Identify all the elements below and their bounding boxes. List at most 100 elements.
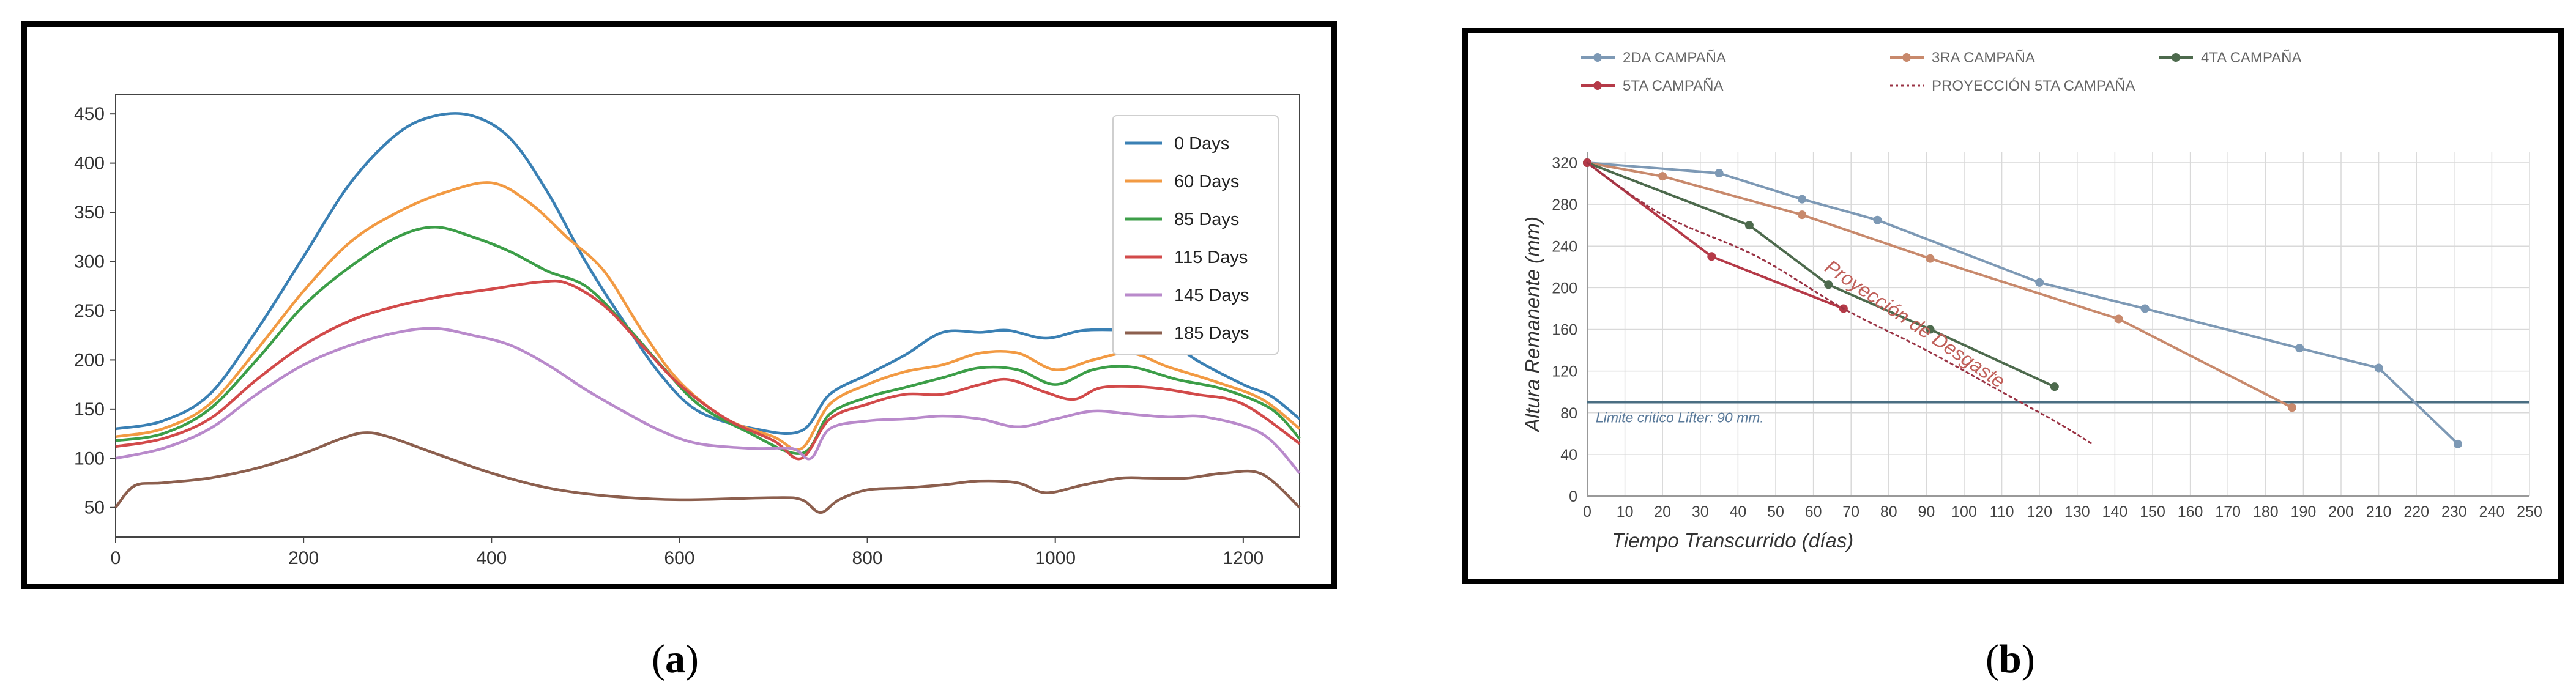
chart-b-y-tick-label: 160 [1552, 322, 1577, 339]
chart-b-legend-label: 4TA CAMPAÑA [2201, 50, 2301, 66]
chart-b-data-point [2374, 363, 2383, 373]
chart-a-plot-frame [115, 94, 1300, 538]
chart-b-data-point [2140, 304, 2150, 313]
chart-a-y-tick-label: 150 [74, 399, 105, 420]
chart-b-x-tick-label: 10 [1617, 503, 1634, 521]
chart-b-legend-label: PROYECCIÓN 5TA CAMPAÑA [1932, 78, 2135, 94]
chart-b-x-tick-label: 120 [2027, 503, 2052, 521]
chart-b-data-point [2035, 278, 2044, 287]
chart-a-y-tick-label: 450 [74, 104, 105, 124]
chart-b-x-tick-label: 140 [2102, 503, 2128, 521]
chart-b-x-tick-label: 230 [2441, 503, 2467, 521]
chart-b-y-tick-label: 40 [1560, 447, 1577, 464]
chart-b-x-tick-label: 80 [1880, 503, 1897, 521]
chart-b-y-tick-label: 200 [1552, 280, 1577, 297]
chart-a-legend-label: 185 Days [1174, 324, 1249, 343]
chart-b-x-tick-label: 180 [2253, 503, 2279, 521]
chart-a-y-tick-label: 200 [74, 350, 105, 370]
chart-b-legend-label: 3RA CAMPAÑA [1932, 50, 2035, 66]
chart-a-x-tick-label: 200 [288, 548, 319, 568]
chart-b-x-tick-label: 20 [1654, 503, 1671, 521]
chart-b-x-tick-label: 150 [2140, 503, 2165, 521]
chart-b-x-tick-label: 100 [1951, 503, 1977, 521]
chart-b-legend-label: 5TA CAMPAÑA [1623, 78, 1723, 94]
chart-b-x-tick-label: 190 [2291, 503, 2317, 521]
chart-b-x-tick-label: 160 [2178, 503, 2203, 521]
chart-b-data-point [1798, 210, 1807, 220]
chart-b-panel: 0 10 20 30 40 50 60 70 80 90 100 110 120 130 140 150 160… [1462, 28, 2564, 584]
chart-b-data-point [1658, 172, 1667, 181]
chart-b-data-point [1744, 221, 1754, 230]
chart-b-x-tick-label: 60 [1805, 503, 1822, 521]
chart-a-legend-label: 60 Days [1174, 172, 1239, 191]
chart-b-x-tick-label: 110 [1990, 503, 2014, 521]
chart-a-x-tick-label: 0 [111, 548, 121, 568]
chart-b-legend-marker [1593, 81, 1602, 90]
chart-a-y-tick-label: 350 [74, 202, 105, 223]
chart-a-y-tick-label: 300 [74, 252, 105, 272]
chart-b-data-point [2453, 439, 2462, 448]
chart-a-legend-label: 145 Days [1174, 286, 1249, 305]
caption-a: (a) [652, 637, 699, 681]
chart-a-series-line-4 [115, 327, 1301, 474]
chart-a-x-tick-label: 400 [476, 548, 507, 568]
chart-b-y-tick-label: 240 [1552, 238, 1577, 255]
chart-a-x-tick-label: 1000 [1035, 548, 1076, 568]
chart-b-legend-marker [1902, 53, 1911, 62]
chart-a-series-line-0 [115, 112, 1301, 435]
chart-b-y-tick-label: 320 [1552, 155, 1577, 172]
chart-a-y-tick-label: 400 [74, 154, 105, 174]
chart-b-y-axis-title: Altura Remanente (mm) [1521, 217, 1544, 433]
chart-a-y-tick-label: 50 [84, 498, 105, 518]
chart-b-y-tick-label: 80 [1560, 405, 1577, 422]
chart-a-y-tick-label: 250 [74, 301, 105, 321]
chart-b-series-line-3 [1586, 161, 1844, 310]
chart-b-x-tick-label: 130 [2064, 503, 2090, 521]
chart-b-x-tick-label: 210 [2366, 503, 2392, 521]
chart-b-data-point [1824, 280, 1833, 289]
chart-a-x-tick-label: 800 [852, 548, 883, 568]
chart-b-data-point [1707, 252, 1716, 261]
chart-b-projection-line [1586, 161, 2093, 445]
chart-b-data-point [2114, 314, 2123, 324]
chart-b-data-point [2287, 403, 2296, 412]
chart-a-x-tick-label: 1200 [1223, 548, 1264, 568]
chart-b-data-point [2295, 344, 2304, 353]
chart-b-svg: 0 10 20 30 40 50 60 70 80 90 100 110 120 130 140 150 160… [1521, 50, 2542, 552]
chart-b-x-tick-label: 240 [2479, 503, 2505, 521]
chart-b-y-tick-label: 280 [1552, 196, 1577, 213]
chart-b-legend-label: 2DA CAMPAÑA [1623, 50, 1726, 66]
chart-b-x-tick-label: 50 [1767, 503, 1784, 521]
chart-a-series-line-5 [114, 431, 1301, 514]
chart-a-legend-label: 85 Days [1174, 210, 1239, 229]
chart-b-y-tick-label: 0 [1569, 488, 1577, 505]
chart-a-legend-label: 115 Days [1174, 248, 1248, 267]
chart-b-x-tick-label: 0 [1583, 503, 1591, 521]
chart-b-y-tick-label: 120 [1552, 363, 1577, 380]
chart-a-series-line-2 [115, 225, 1301, 455]
chart-b-x-tick-label: 70 [1842, 503, 1859, 521]
caption-b: (b) [1986, 637, 2035, 681]
chart-b-x-tick-label: 30 [1692, 503, 1709, 521]
chart-a-panel: 0 200 400 600 800 1000 1200 50 100 150 200 250 300 35… [21, 21, 1337, 589]
chart-b-x-tick-label: 200 [2328, 503, 2354, 521]
chart-b-data-point [2050, 382, 2059, 391]
chart-b-legend-marker [1593, 53, 1602, 62]
chart-b-legend-marker [2172, 53, 2180, 62]
caption-b-letter: b [1998, 637, 2022, 681]
chart-b-x-tick-label: 170 [2215, 503, 2241, 521]
chart-b-x-axis-title: Tiempo Transcurrido (días) [1612, 529, 1853, 552]
chart-b-x-tick-label: 250 [2517, 503, 2542, 521]
caption-a-letter: a [664, 637, 685, 681]
chart-a-svg: 0 200 400 600 800 1000 1200 50 100 150 200 250 300 35… [74, 94, 1301, 568]
chart-b-data-point [1798, 195, 1807, 204]
chart-a-series-line-3 [115, 279, 1301, 461]
chart-a-y-tick-label: 100 [74, 448, 105, 469]
chart-b-data-point [1926, 325, 1935, 334]
chart-a-legend-label: 0 Days [1174, 134, 1229, 154]
chart-b-data-point [1926, 254, 1935, 263]
chart-b-x-tick-label: 220 [2403, 503, 2429, 521]
chart-b-x-tick-label: 40 [1729, 503, 1746, 521]
chart-b-critical-limit-label: Limite critico Lifter: 90 mm. [1596, 410, 1764, 426]
chart-b-data-point [1873, 215, 1882, 224]
